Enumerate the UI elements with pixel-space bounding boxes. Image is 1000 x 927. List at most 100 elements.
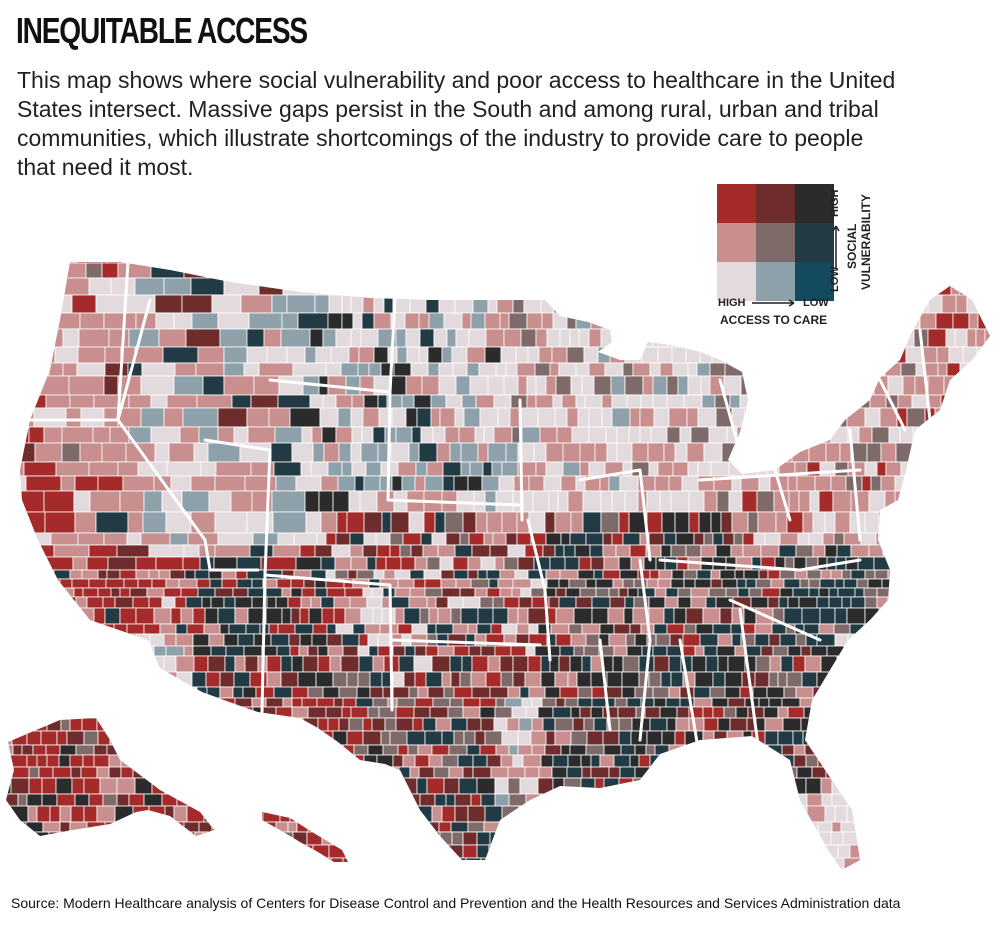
county-cell <box>595 578 614 589</box>
county-cell <box>410 544 424 558</box>
county-cell <box>410 362 429 377</box>
county-cell <box>287 596 302 609</box>
county-cell <box>703 717 719 732</box>
county-cell <box>779 532 799 546</box>
county-cell <box>166 394 198 409</box>
county-cell <box>738 346 749 364</box>
county-cell <box>11 730 28 746</box>
county-cell <box>742 362 760 377</box>
county-cell <box>304 490 320 513</box>
county-cell <box>315 744 330 756</box>
county-cell <box>831 777 849 795</box>
county-cell <box>6 633 11 647</box>
county-cell <box>68 706 87 719</box>
county-cell <box>967 607 983 625</box>
county-cell <box>711 346 726 364</box>
county-cell <box>395 328 407 348</box>
county-cell <box>52 312 81 330</box>
county-cell <box>706 868 726 870</box>
county-cell <box>246 511 274 534</box>
county-cell <box>185 596 203 609</box>
county-cell <box>40 697 54 708</box>
county-cell <box>674 262 692 279</box>
county-cell <box>508 312 528 330</box>
county-cell <box>537 407 556 428</box>
county-cell <box>819 461 836 477</box>
county-cell <box>750 805 768 823</box>
county-cell <box>572 717 585 732</box>
county-cell <box>545 730 556 746</box>
county-cell <box>501 623 518 635</box>
county-cell <box>46 717 62 732</box>
county-cell <box>560 744 571 756</box>
county-cell <box>741 805 752 823</box>
county-cell <box>441 730 455 746</box>
state-border <box>388 298 397 394</box>
county-cell <box>687 461 699 477</box>
county-cell <box>452 362 468 377</box>
county-cell <box>108 633 119 647</box>
county-cell <box>987 544 990 558</box>
county-cell <box>691 793 705 807</box>
county-cell <box>653 805 665 823</box>
county-cell <box>632 777 645 795</box>
county-cell <box>612 857 628 870</box>
county-cell <box>517 730 532 746</box>
county-cell <box>127 831 142 846</box>
county-cell <box>996 806 1000 822</box>
state-border <box>260 573 267 714</box>
county-cell <box>206 857 222 870</box>
county-cell <box>435 596 449 609</box>
state-border <box>678 638 702 762</box>
county-cell <box>94 671 114 688</box>
county-cell <box>20 490 45 513</box>
county-cell <box>537 706 554 719</box>
county-cell <box>379 623 399 635</box>
county-cell <box>82 587 99 598</box>
county-cell <box>962 407 982 428</box>
county-cell <box>736 578 747 589</box>
county-cell <box>996 707 1000 718</box>
county-cell <box>946 544 965 558</box>
county-cell <box>462 706 481 719</box>
county-cell <box>317 655 331 673</box>
legend-swatch <box>756 262 795 301</box>
county-cell <box>703 645 718 657</box>
county-cell <box>901 831 919 846</box>
county-cell <box>878 511 893 534</box>
county-cell <box>617 706 637 719</box>
county-cell <box>265 697 284 708</box>
county-cell <box>607 607 625 625</box>
county-cell <box>317 645 329 657</box>
county-cell <box>59 578 73 589</box>
county-cell <box>958 868 970 870</box>
county-cell <box>654 475 670 492</box>
county-cell <box>932 831 946 846</box>
county-cell <box>985 262 990 264</box>
county-cell <box>666 426 681 444</box>
county-cell <box>721 442 738 463</box>
county-cell <box>832 490 852 513</box>
county-cell <box>518 262 534 279</box>
county-cell <box>781 857 800 870</box>
county-cell <box>981 461 990 477</box>
county-cell <box>975 587 990 598</box>
county-cell <box>580 754 592 768</box>
county-cell <box>472 754 488 768</box>
county-cell <box>581 766 592 779</box>
county-cell <box>765 844 785 859</box>
county-cell <box>927 328 947 348</box>
county-cell <box>754 375 769 396</box>
county-cell <box>359 375 375 396</box>
county-cell <box>408 596 428 609</box>
county-cell <box>867 362 886 377</box>
county-cell <box>579 442 596 463</box>
county-cell <box>970 277 989 296</box>
county-cell <box>586 262 602 264</box>
county-cell <box>217 607 236 625</box>
county-cell <box>708 426 728 444</box>
county-cell <box>951 706 970 719</box>
county-cell <box>931 262 951 264</box>
county-cell <box>6 821 16 833</box>
county-cell <box>717 633 733 647</box>
